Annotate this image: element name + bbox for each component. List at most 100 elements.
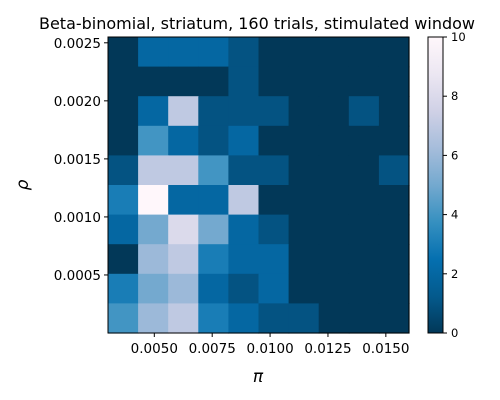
heatmap-cell-r6-c8 (348, 214, 380, 245)
heatmap-cell-r9-c2 (168, 303, 199, 334)
heatmap-cell-r5-c1 (138, 185, 169, 216)
heatmap-cell-r9-c4 (228, 303, 260, 334)
y-axis-label: ρ (13, 179, 33, 190)
heatmap-cell-r7-c7 (318, 244, 350, 275)
heatmap-cell-r8-c5 (258, 273, 290, 304)
heatmap-cell-r5-c7 (318, 185, 350, 216)
heatmap-cell-r6-c3 (198, 214, 229, 245)
x-axis-label: π (253, 367, 264, 387)
chart-title: Beta-binomial, striatum, 160 trials, sti… (39, 14, 475, 33)
heatmap-cell-r9-c5 (258, 303, 290, 334)
heatmap-cell-r9-c1 (138, 303, 169, 334)
colorbar-ticks: 0 2 4 6 8 10 (443, 30, 466, 340)
heatmap-cell-r6-c4 (228, 214, 260, 245)
plot-frame (107, 36, 410, 334)
heatmap-cell-r4-c1 (138, 155, 169, 186)
heatmap-cell-r5-c3 (198, 185, 229, 216)
heatmap-cell-r3-c9 (378, 125, 410, 156)
heatmap-cell-r8-c1 (138, 273, 169, 304)
heatmap-cell-r5-c5 (258, 185, 290, 216)
heatmap-cell-r6-c2 (168, 214, 199, 245)
y-axis-ticks: 0.0005 0.0010 0.0015 0.0020 0.0025 (54, 36, 108, 284)
heatmap-cell-r1-c4 (228, 66, 260, 97)
heatmap-cell-r8-c7 (318, 273, 350, 304)
heatmap-cell-r7-c8 (348, 244, 380, 275)
heatmap-cell-r5-c9 (378, 185, 410, 216)
heatmap-cell-r0-c0 (108, 37, 139, 68)
colorbar-tick-label: 4 (451, 208, 458, 222)
x-tick-label: 0.0125 (304, 341, 351, 357)
heatmap-cell-r1-c8 (348, 66, 380, 97)
heatmap-cell-r2-c0 (108, 96, 139, 127)
heatmap-cell-r1-c5 (258, 66, 290, 97)
y-tick-label: 0.0025 (54, 36, 101, 52)
heatmap-cell-r0-c6 (288, 37, 320, 68)
heatmap-cell-r3-c6 (288, 125, 320, 156)
heatmap-cell-r7-c0 (108, 244, 139, 275)
heatmap-cell-r4-c2 (168, 155, 199, 186)
heatmap-cell-r2-c9 (378, 96, 410, 127)
heatmap-cell-r5-c2 (168, 185, 199, 216)
heatmap-cell-r3-c3 (198, 125, 229, 156)
heatmap-cell-r1-c1 (138, 66, 169, 97)
heatmap-cell-r6-c9 (378, 214, 410, 245)
heatmap-cell-r0-c9 (378, 37, 410, 68)
heatmap-cell-r3-c4 (228, 125, 260, 156)
heatmap-cells (108, 37, 410, 334)
heatmap-cell-r0-c5 (258, 37, 290, 68)
y-tick-label: 0.0020 (54, 94, 101, 110)
y-tick-label: 0.0010 (54, 210, 101, 226)
heatmap-cell-r6-c5 (258, 214, 290, 245)
heatmap-cell-r7-c1 (138, 244, 169, 275)
heatmap-cell-r8-c0 (108, 273, 139, 304)
heatmap-cell-r4-c8 (348, 155, 380, 186)
heatmap-cell-r9-c8 (348, 303, 380, 334)
heatmap-cell-r9-c0 (108, 303, 139, 334)
heatmap-cell-r9-c7 (318, 303, 350, 334)
heatmap-cell-r5-c4 (228, 185, 260, 216)
heatmap-cell-r7-c6 (288, 244, 320, 275)
heatmap-cell-r8-c6 (288, 273, 320, 304)
heatmap-cell-r2-c3 (198, 96, 229, 127)
y-tick-label: 0.0015 (54, 152, 101, 168)
heatmap-cell-r4-c7 (318, 155, 350, 186)
heatmap-cell-r7-c2 (168, 244, 199, 275)
heatmap-cell-r8-c2 (168, 273, 199, 304)
x-tick-label: 0.0100 (246, 341, 293, 357)
heatmap-cell-r8-c9 (378, 273, 410, 304)
heatmap-cell-r8-c4 (228, 273, 260, 304)
heatmap-cell-r7-c4 (228, 244, 260, 275)
colorbar-tick-label: 2 (451, 267, 458, 281)
colorbar-tick-label: 0 (451, 326, 458, 340)
heatmap-cell-r1-c6 (288, 66, 320, 97)
heatmap-cell-r6-c1 (138, 214, 169, 245)
heatmap-cell-r8-c8 (348, 273, 380, 304)
heatmap-cell-r9-c3 (198, 303, 229, 334)
heatmap-cell-r5-c8 (348, 185, 380, 216)
colorbar-tick-label: 6 (451, 148, 458, 162)
heatmap-cell-r2-c8 (348, 96, 380, 127)
heatmap-cell-r4-c3 (198, 155, 229, 186)
heatmap-cell-r6-c7 (318, 214, 350, 245)
y-tick-label: 0.0005 (54, 268, 101, 284)
heatmap-cell-r3-c1 (138, 125, 169, 156)
heatmap-cell-r3-c0 (108, 125, 139, 156)
heatmap-cell-r2-c4 (228, 96, 260, 127)
heatmap-cell-r8-c3 (198, 273, 229, 304)
colorbar-tick-label: 10 (451, 30, 466, 44)
heatmap-cell-r6-c0 (108, 214, 139, 245)
heatmap-cell-r7-c3 (198, 244, 229, 275)
heatmap-cell-r1-c2 (168, 66, 199, 97)
heatmap-cell-r1-c0 (108, 66, 139, 97)
heatmap-cell-r9-c6 (288, 303, 320, 334)
heatmap-cell-r1-c3 (198, 66, 229, 97)
heatmap-cell-r0-c2 (168, 37, 199, 68)
x-tick-label: 0.0050 (131, 341, 178, 357)
heatmap-cell-r2-c1 (138, 96, 169, 127)
heatmap-cell-r2-c6 (288, 96, 320, 127)
heatmap-cell-r0-c7 (318, 37, 350, 68)
heatmap-cell-r1-c7 (318, 66, 350, 97)
heatmap-cell-r4-c5 (258, 155, 290, 186)
heatmap-cell-r3-c8 (348, 125, 380, 156)
